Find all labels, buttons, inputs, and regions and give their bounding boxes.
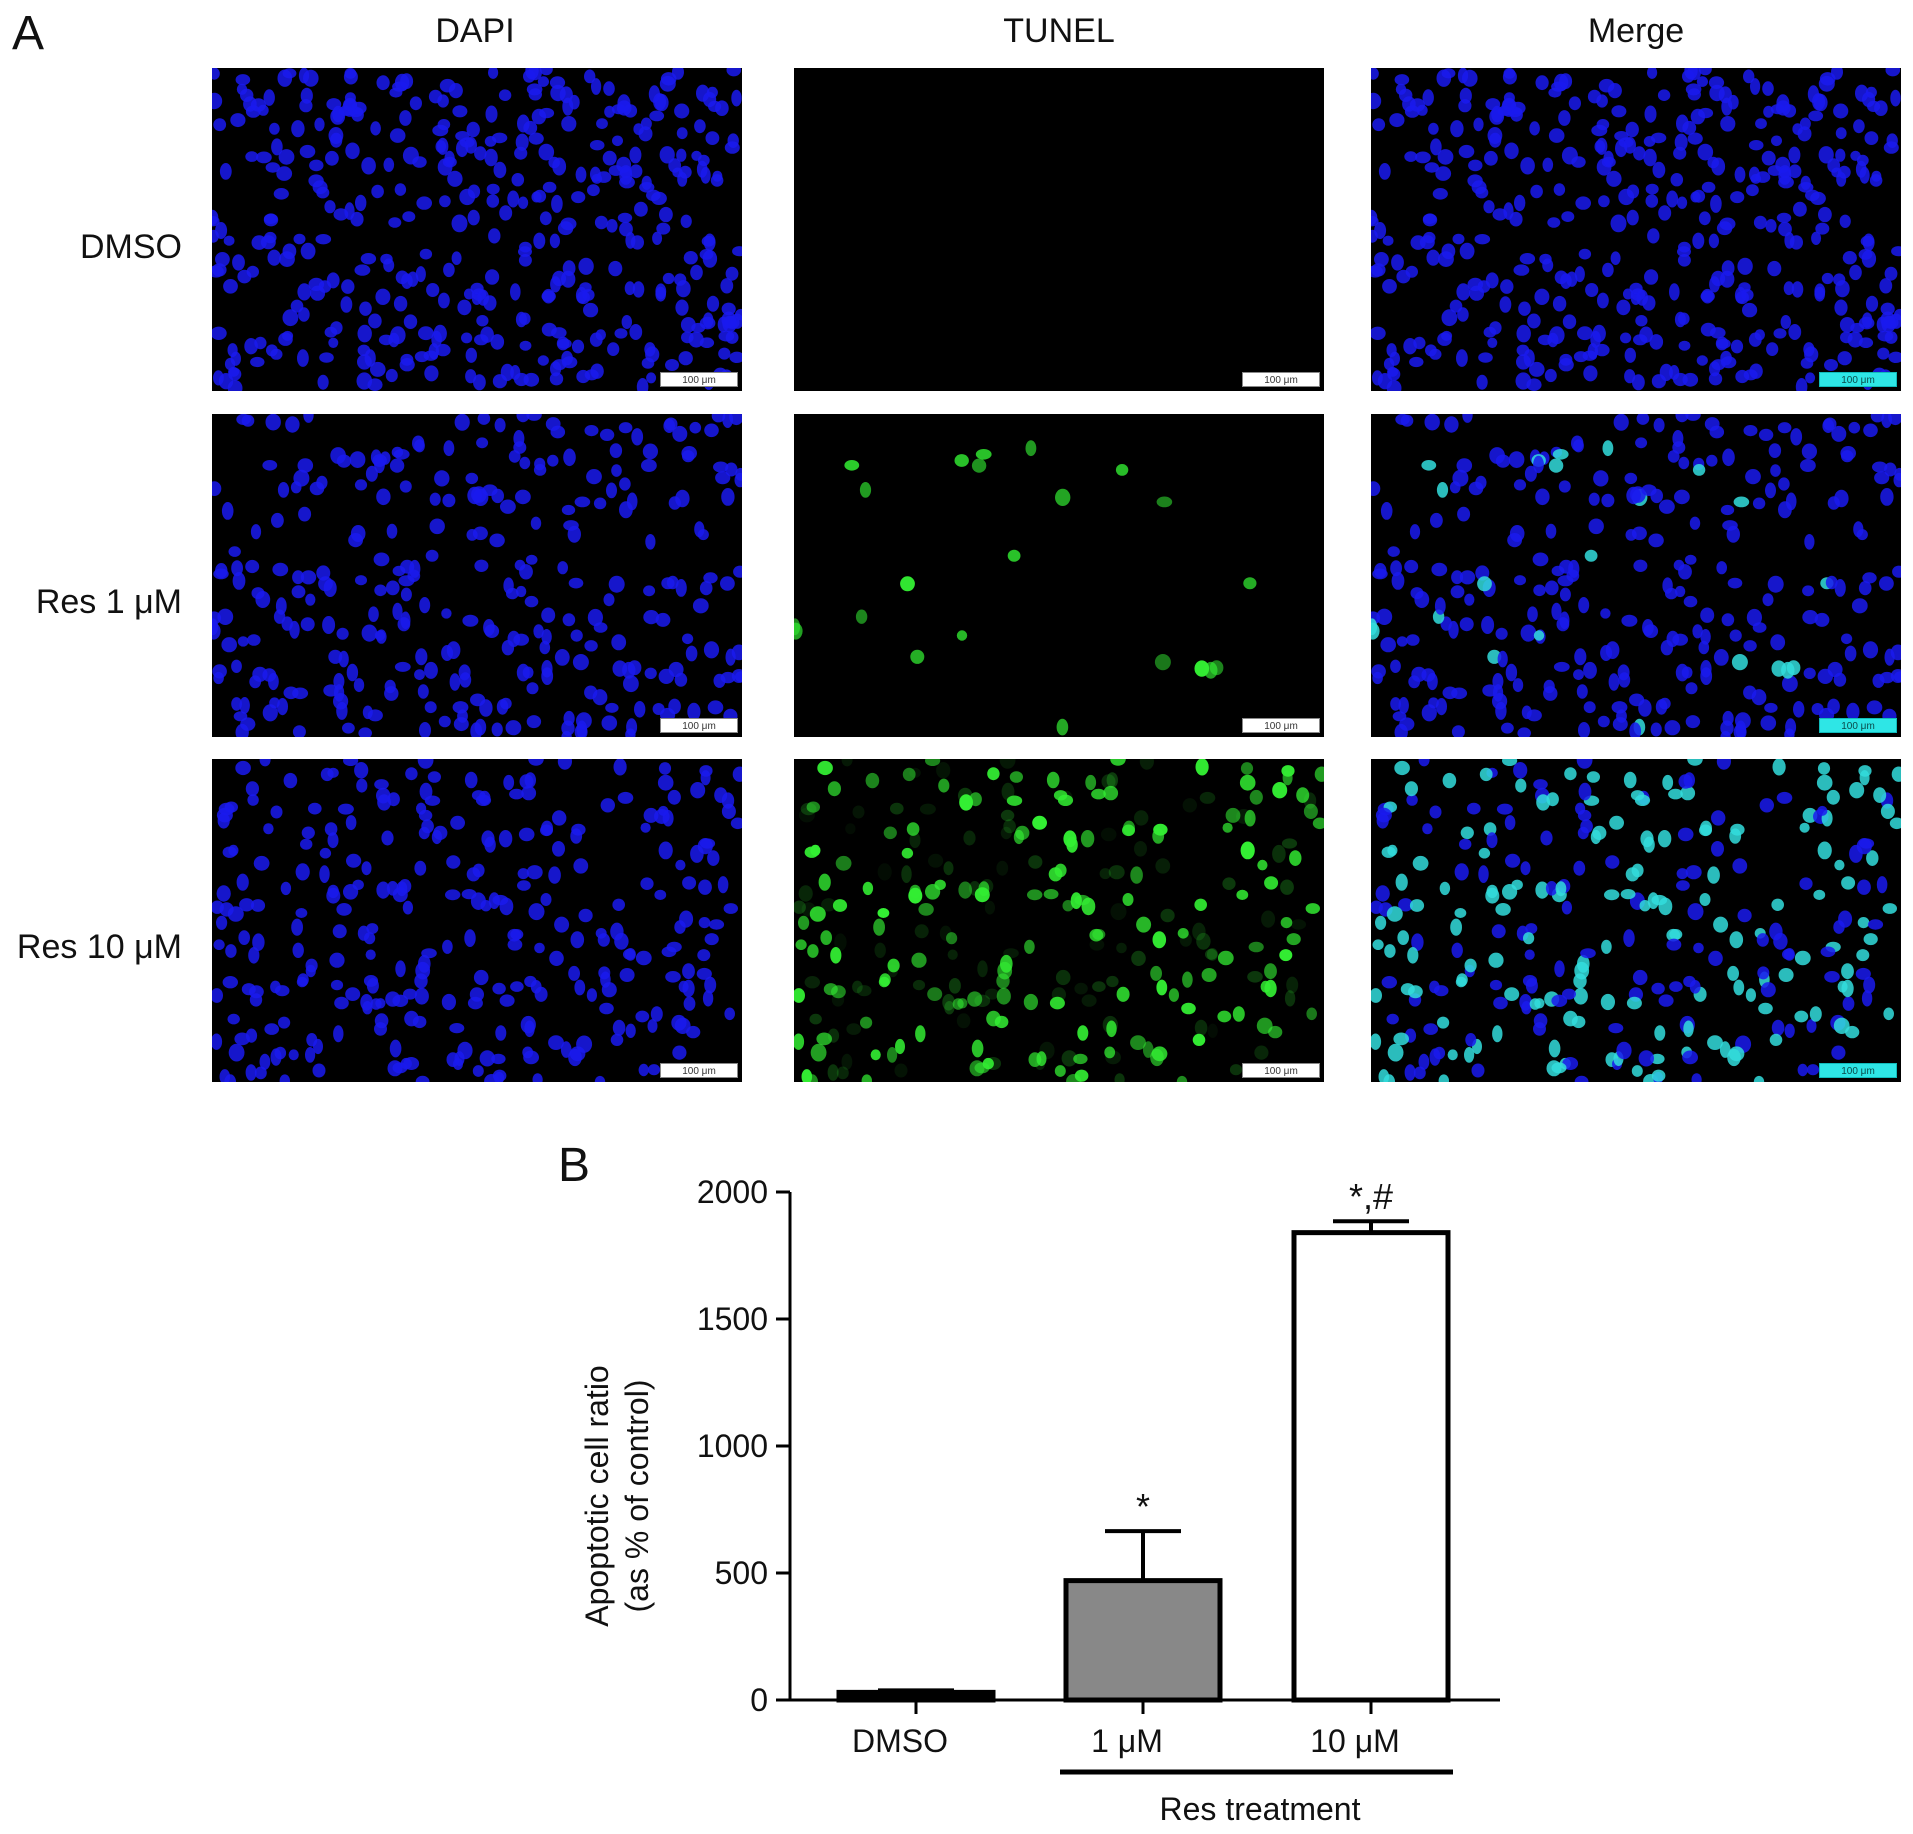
x-axis-labels: DMSO 1 μM 10 μM: [852, 1723, 1400, 1759]
scale-bar: 100 μm: [1819, 718, 1897, 733]
x-tick-label: 1 μM: [1091, 1723, 1163, 1759]
y-axis-label-line1: Apoptotic cell ratio: [579, 1365, 615, 1626]
group-label: Res treatment: [1160, 1791, 1361, 1827]
bars: * *,#: [836, 1176, 1451, 1714]
bar-1: [836, 1689, 996, 1703]
scale-bar: 100 μm: [660, 372, 738, 387]
scale-bar: 100 μm: [660, 1063, 738, 1078]
micrograph-tunel-row-2: 100 μm: [794, 414, 1324, 737]
micrograph-tunel-row-3: 100 μm: [794, 759, 1324, 1082]
scale-bar: 100 μm: [1242, 372, 1320, 387]
bar-2: [1063, 1578, 1223, 1703]
panel-b-label: B: [558, 1139, 591, 1192]
row-label-res-10um: Res 10 μM: [16, 928, 182, 966]
micrograph-merge-row-3: 100 μm: [1371, 759, 1901, 1082]
significance-marker: *,#: [1349, 1176, 1393, 1217]
micrograph-dapi-row-1: 100 μm: [212, 68, 742, 391]
micrograph-tunel-row-1: 100 μm: [794, 68, 1324, 391]
column-header-merge: Merge: [1587, 12, 1685, 50]
row-label-res-1um: Res 1 μM: [35, 583, 182, 621]
micrograph-dapi-row-2: 100 μm: [212, 414, 742, 737]
scale-bar: 100 μm: [1242, 1063, 1320, 1078]
scale-bar: 100 μm: [660, 718, 738, 733]
column-header-dapi: DAPI: [435, 12, 515, 50]
column-header-tunel: TUNEL: [1003, 12, 1115, 50]
x-tick-label: DMSO: [852, 1723, 948, 1759]
y-tick-label: 1500: [697, 1301, 768, 1337]
y-axis-label-line2: (as % of control): [619, 1380, 655, 1613]
micrograph-merge-row-1: 100 μm: [1371, 68, 1901, 391]
micrograph-dapi-row-3: 100 μm: [212, 759, 742, 1082]
y-tick-label: 0: [750, 1682, 768, 1718]
scale-bar: 100 μm: [1819, 1063, 1897, 1078]
y-tick-label: 500: [715, 1555, 768, 1591]
y-tick-label: 2000: [697, 1174, 768, 1210]
micrograph-merge-row-2: 100 μm: [1371, 414, 1901, 737]
scale-bar: 100 μm: [1819, 372, 1897, 387]
scale-bar: 100 μm: [1242, 718, 1320, 733]
y-tick-label: 1000: [697, 1428, 768, 1464]
row-label-dmso: DMSO: [80, 228, 182, 266]
bar-3: [1291, 1230, 1451, 1703]
significance-marker: *: [1136, 1486, 1150, 1527]
panel-a-label: A: [12, 7, 45, 60]
bar-chart: 0 500 1000 1500 2000 * *,# DMSO 1 μM 10 μM Apop…: [579, 1174, 1500, 1827]
x-tick-label: 10 μM: [1310, 1723, 1400, 1759]
